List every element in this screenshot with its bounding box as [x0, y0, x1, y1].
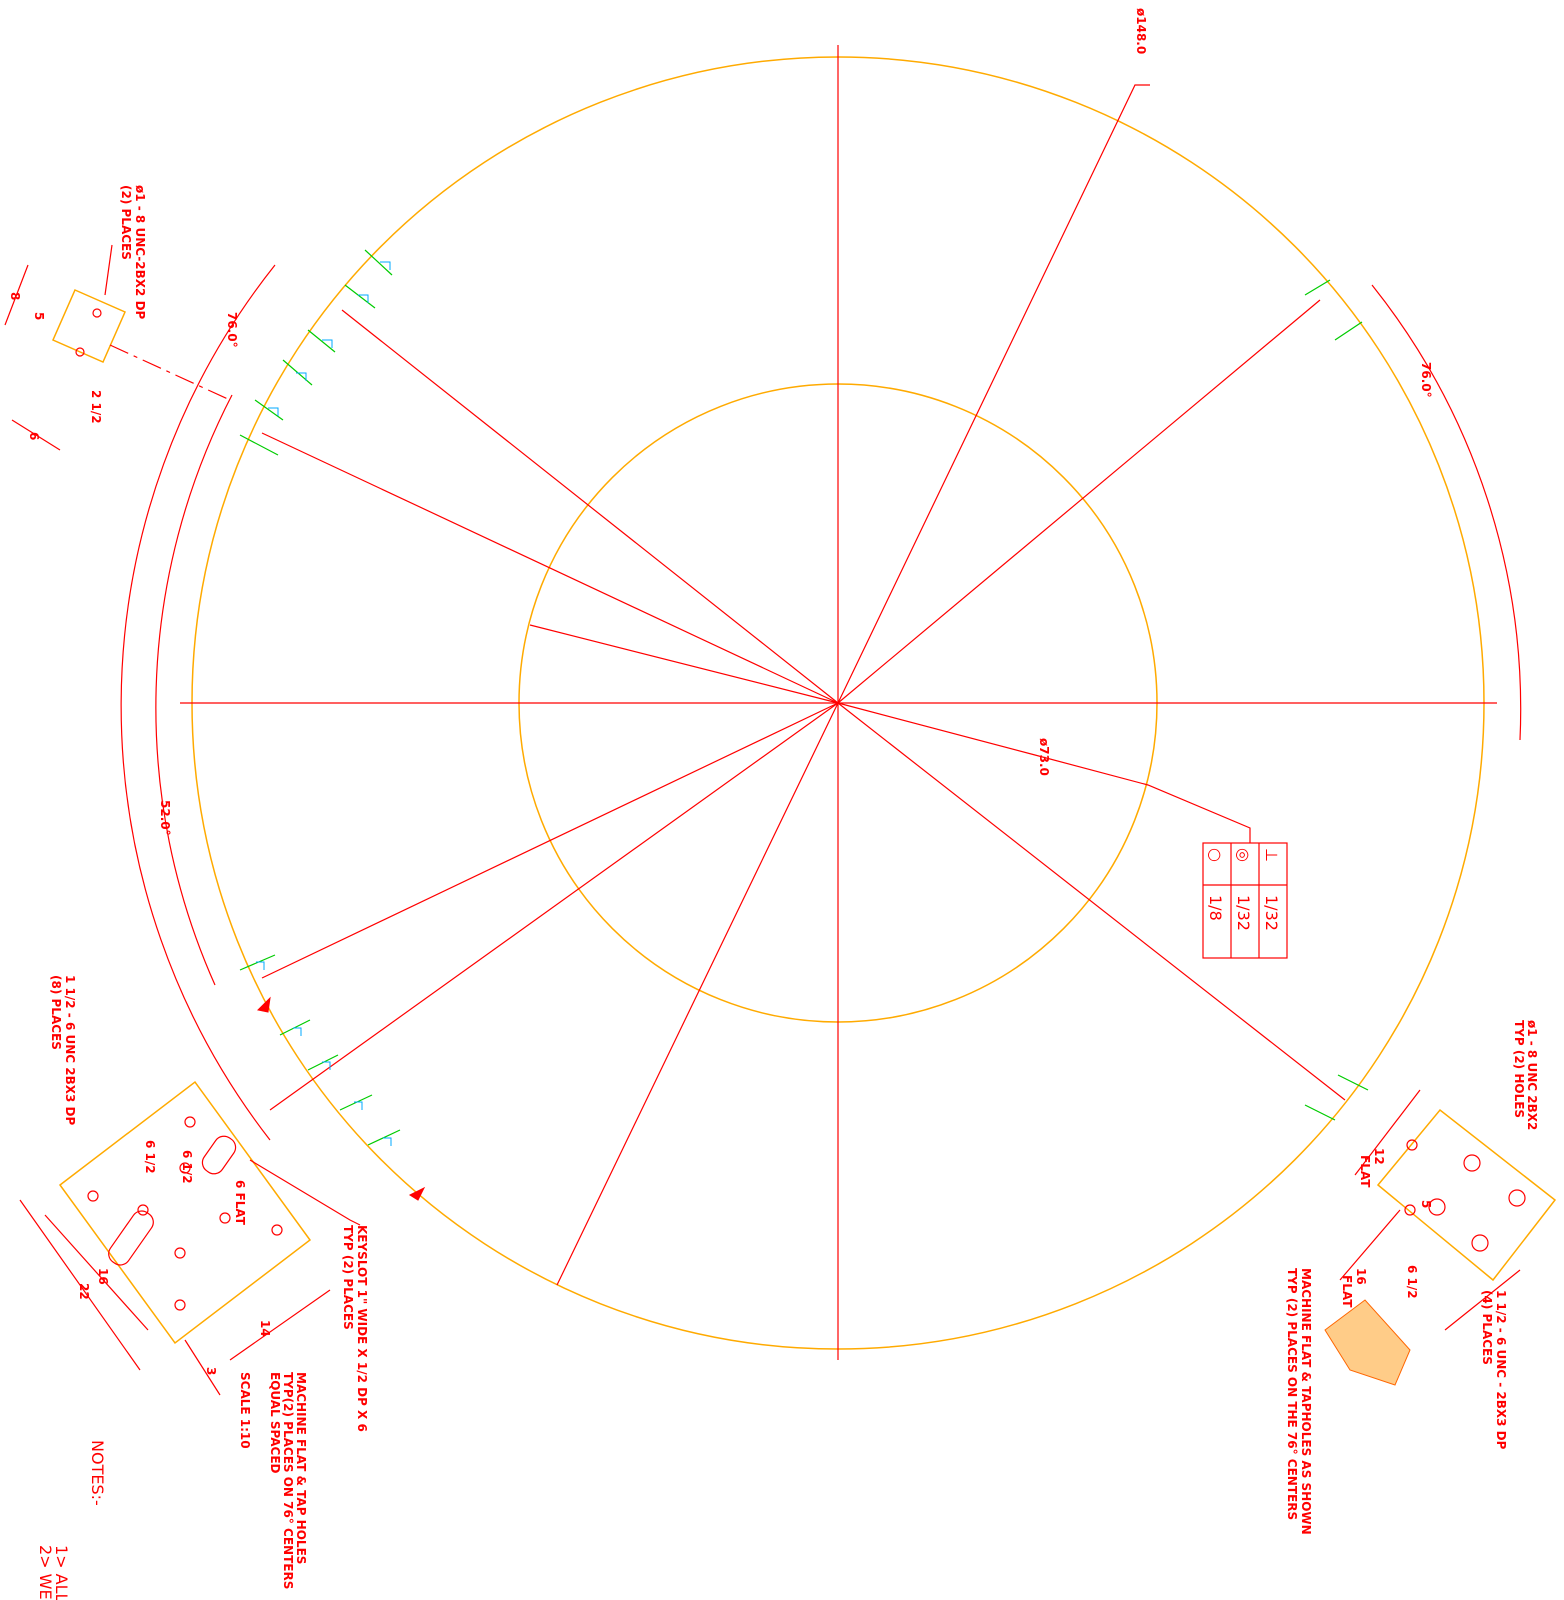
dimension-arc: [120, 264, 276, 1141]
detail-lower-left: [19, 1080, 361, 1396]
dimension-arc: [155, 394, 233, 986]
dimension: 6 1/2: [180, 1150, 194, 1184]
note-item: 1> ALL: [52, 1545, 71, 1600]
dimension: 5: [32, 312, 46, 320]
machine-note: TYP (2) PLACES ON THE 76° CENTERS: [1285, 1268, 1299, 1520]
dimension: 6 FLAT: [233, 1180, 247, 1226]
tolerance-frame: [1202, 842, 1288, 959]
dimension-arc: [1371, 284, 1522, 741]
callout: ø1 - 8 UNC-2BX2 DP: [133, 185, 147, 320]
tolerance-value: 1/32: [1262, 895, 1281, 931]
machine-note: TYP(2) PLACES ON 76° CENTERS: [281, 1372, 295, 1589]
dimension: 6 1/2: [143, 1140, 157, 1174]
keyslot-note: KEYSLOT 1" WIDE X 1/2 DP X 6: [355, 1225, 369, 1432]
machine-note: EQUAL SPACED: [268, 1372, 282, 1474]
detail-right: [1324, 1089, 1557, 1386]
callout: TYP (2) HOLES: [1512, 1020, 1526, 1118]
callout: 1 1/2 - 6 UNC 2BX3 DP: [63, 975, 77, 1125]
tolerance-value: 1/32: [1234, 895, 1253, 931]
dimension: 22: [77, 1283, 91, 1300]
callout: ø1 - 8 UNC 2BX2: [1525, 1020, 1539, 1130]
dimension: 3: [204, 1367, 218, 1375]
dimension: 16: [96, 1268, 110, 1285]
tolerance-symbol: ⊥: [1262, 848, 1281, 862]
labels: ø148.0 ø73.0 76.0° 76.0° 52.0° ø1 - 8 UN…: [8, 8, 1539, 1600]
radial-lines: [261, 84, 1346, 1286]
callout: (4) PLACES: [1480, 1290, 1494, 1365]
dimension: 5: [1419, 1200, 1433, 1208]
dimension: 14: [258, 1320, 272, 1337]
dimension: 76.0°: [1419, 362, 1433, 398]
dimension: 76.0°: [225, 312, 239, 348]
dimension: 6: [27, 432, 41, 440]
dimension: 8: [8, 292, 22, 300]
note-item: 2> WEIG: [36, 1545, 55, 1600]
dimension: FLAT: [1340, 1275, 1354, 1308]
dimension: FLAT: [1358, 1155, 1372, 1188]
notes-title: NOTES:-: [88, 1440, 107, 1506]
dimension: 2 1/2: [89, 390, 103, 424]
dimension: ø148.0: [1134, 8, 1148, 54]
tolerance-value: 1/8: [1206, 895, 1225, 921]
tolerance-symbol: ◎: [1234, 848, 1253, 862]
machine-note: MACHINE FLAT & TAPHOLES AS SHOWN: [1299, 1268, 1313, 1535]
callout: 1 1/2 - 6 UNC - 2BX3 DP: [1494, 1290, 1508, 1450]
callout: (2) PLACES: [119, 185, 133, 260]
scale: SCALE 1:10: [238, 1372, 252, 1449]
dimension: 6 1/2: [1405, 1265, 1419, 1299]
dimension: 16: [1354, 1268, 1368, 1285]
dimension: 12: [1372, 1148, 1386, 1165]
machine-note: MACHINE FLAT & TAP HOLES: [294, 1372, 308, 1564]
tolerance-symbol: ○: [1206, 848, 1225, 862]
dimension: ø73.0: [1037, 738, 1051, 776]
dimension: 52.0°: [158, 800, 172, 836]
keyslot-markers: [239, 249, 1369, 1201]
keyslot-note: TYP (2) PLACES: [341, 1225, 355, 1330]
detail-upper-left: [4, 244, 231, 451]
callout: (8) PLACES: [49, 975, 63, 1050]
